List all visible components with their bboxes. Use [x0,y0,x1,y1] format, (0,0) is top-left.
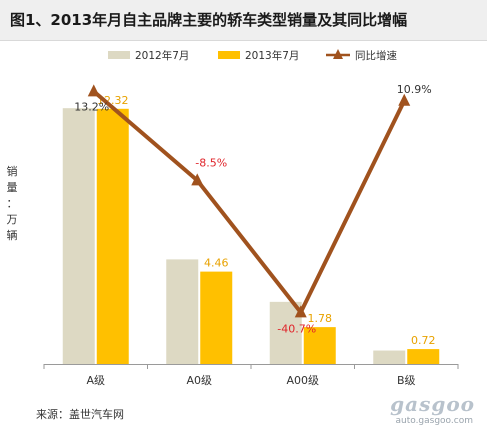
growth-line [92,89,407,317]
y-axis-label-char: 销 [7,164,18,178]
gasgoo-watermark-logo: gasgoo auto.gasgoo.com [375,390,475,430]
bar [407,349,440,364]
bar-data-label: 0.72 [411,334,436,347]
bar [166,259,199,364]
y-axis-label-char: ： [7,197,18,210]
bar-data-label: 4.46 [204,257,229,270]
growth-data-label: 10.9% [397,83,432,96]
chart-title: 图1、2013年月自主品牌主要的轿车类型销量及其同比增幅 [10,11,408,29]
x-tick-label: A00级 [286,374,319,387]
y-axis-label-char: 量 [7,181,18,194]
bar [269,301,302,364]
legend-label: 2013年7月 [245,49,299,62]
legend-triangle-marker [333,49,343,59]
growth-point-marker [87,84,100,97]
growth-data-label: -8.5% [195,156,227,169]
watermark-brand: gasgoo [390,392,475,416]
bar-data-label: 1.78 [308,312,333,325]
bar [373,350,406,364]
bar [96,108,129,364]
x-tick-label: A0级 [186,374,212,387]
growth-point-marker [191,173,204,186]
bar [303,327,336,364]
growth-data-label: -40.7% [277,322,316,335]
x-tick-label: B级 [397,374,416,387]
title-bar: 图1、2013年月自主品牌主要的轿车类型销量及其同比增幅 [0,0,487,41]
source-note: 来源：盖世汽车网 [36,408,124,421]
bar [200,271,233,364]
y-axis-label-char: 辆 [7,228,18,242]
growth-data-label: 13.2% [74,100,109,113]
legend-label: 2012年7月 [135,49,189,62]
legend-swatch [108,51,130,59]
watermark-url: auto.gasgoo.com [395,416,473,426]
x-tick-label: A级 [86,374,105,387]
legend-label: 同比增速 [355,49,397,62]
legend-swatch [218,51,240,59]
bar [62,108,95,364]
growth-point-marker [398,93,411,106]
y-axis-label-char: 万 [7,213,18,226]
growth-point-marker [294,305,307,318]
